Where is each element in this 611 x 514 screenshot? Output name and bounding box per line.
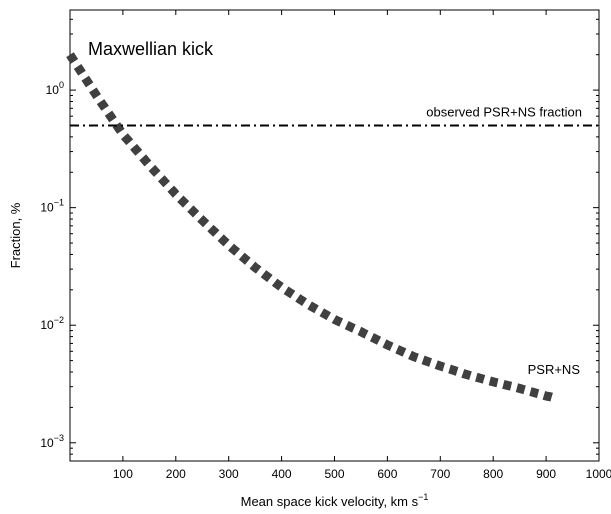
y-tick-base: 10 (40, 318, 54, 332)
series-line-psr-ns (66, 52, 558, 403)
y-tick-exponent: 0 (59, 80, 64, 90)
y-tick-base: 10 (40, 436, 54, 450)
y-tick-exponent: −1 (54, 198, 64, 208)
y-tick-base: 10 (40, 201, 54, 215)
plot-frame (69, 9, 600, 462)
y-tick-label: 10−1 (40, 198, 64, 215)
panel-label: Maxwellian kick (88, 39, 214, 59)
x-tick-label: 100 (113, 467, 133, 481)
x-tick-label: 300 (219, 467, 239, 481)
x-tick-label: 1000 (586, 467, 611, 481)
x-tick-label: 400 (272, 467, 292, 481)
y-tick-exponent: −3 (54, 433, 64, 443)
axis-ticks (70, 10, 600, 462)
x-tick-label: 900 (536, 467, 556, 481)
curve-label: PSR+NS (528, 362, 581, 377)
y-tick-label: 100 (46, 80, 64, 97)
x-tick-label: 500 (324, 467, 344, 481)
series-layer (66, 52, 599, 403)
x-tick-label: 200 (166, 467, 186, 481)
y-tick-exponent: −2 (54, 315, 64, 325)
x-axis-label: Mean space kick velocity, km s−1 (241, 492, 429, 509)
hline-label: observed PSR+NS fraction (426, 104, 582, 119)
x-tick-label: 800 (483, 467, 503, 481)
axis-labels: 100 200 300 400 500 600 700 800 900 100010010−110… (8, 39, 611, 509)
x-axis-label-text: Mean space kick velocity, km s (241, 494, 419, 509)
y-axis-label: Fraction, % (8, 202, 23, 268)
y-tick-label: 10−2 (40, 315, 64, 332)
x-axis-label-superscript: −1 (418, 492, 428, 502)
y-tick-base: 10 (46, 83, 60, 97)
x-tick-label: 600 (377, 467, 397, 481)
y-tick-label: 10−3 (40, 433, 64, 450)
x-tick-label: 700 (430, 467, 450, 481)
